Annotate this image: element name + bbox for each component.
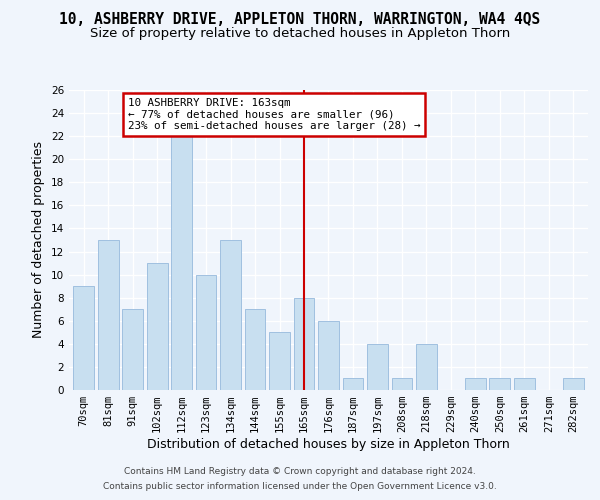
Text: Contains public sector information licensed under the Open Government Licence v3: Contains public sector information licen…	[103, 482, 497, 491]
Bar	[514, 378, 535, 390]
Bar	[220, 240, 241, 390]
Bar	[563, 378, 584, 390]
Text: Size of property relative to detached houses in Appleton Thorn: Size of property relative to detached ho…	[90, 28, 510, 40]
Bar	[122, 309, 143, 390]
Bar	[73, 286, 94, 390]
X-axis label: Distribution of detached houses by size in Appleton Thorn: Distribution of detached houses by size …	[147, 438, 510, 451]
Bar	[269, 332, 290, 390]
Bar	[196, 274, 217, 390]
Bar	[392, 378, 412, 390]
Bar	[147, 263, 167, 390]
Bar	[367, 344, 388, 390]
Bar	[171, 136, 192, 390]
Bar	[490, 378, 510, 390]
Text: Contains HM Land Registry data © Crown copyright and database right 2024.: Contains HM Land Registry data © Crown c…	[124, 467, 476, 476]
Bar	[98, 240, 119, 390]
Bar	[245, 309, 265, 390]
Text: 10, ASHBERRY DRIVE, APPLETON THORN, WARRINGTON, WA4 4QS: 10, ASHBERRY DRIVE, APPLETON THORN, WARR…	[59, 12, 541, 28]
Bar	[343, 378, 364, 390]
Bar	[465, 378, 486, 390]
Bar	[293, 298, 314, 390]
Bar	[416, 344, 437, 390]
Text: 10 ASHBERRY DRIVE: 163sqm
← 77% of detached houses are smaller (96)
23% of semi-: 10 ASHBERRY DRIVE: 163sqm ← 77% of detac…	[128, 98, 420, 132]
Y-axis label: Number of detached properties: Number of detached properties	[32, 142, 46, 338]
Bar	[318, 321, 339, 390]
